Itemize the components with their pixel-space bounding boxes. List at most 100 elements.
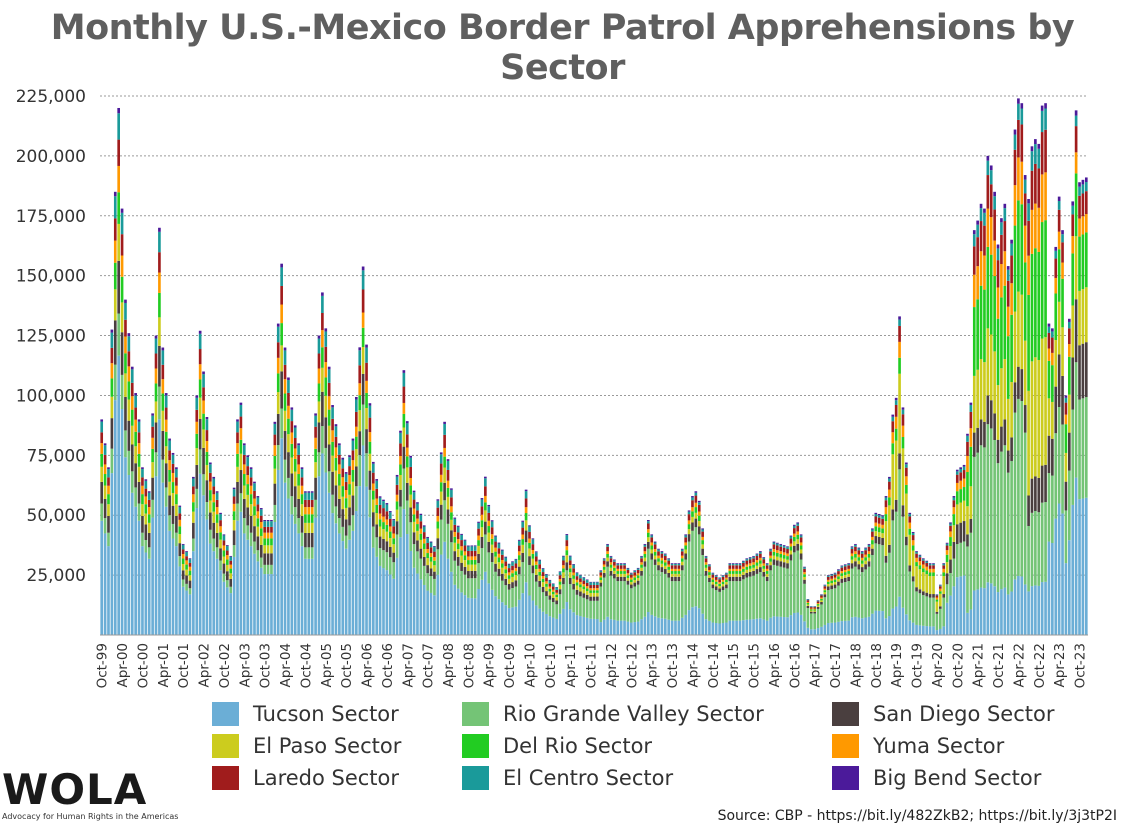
bar-segment-tucson-sector [619, 620, 623, 635]
bar-segment-san-diego-sector [378, 536, 382, 549]
bar-segment-rio-grande-valley-sector [1054, 433, 1058, 519]
bar-segment-big-bend-sector [405, 421, 409, 424]
bar-segment-tucson-sector [212, 551, 216, 635]
bar-segment-del-rio-sector [568, 568, 572, 573]
bar-segment-big-bend-sector [331, 405, 334, 408]
bar-segment-del-rio-sector [395, 501, 399, 510]
bar-segment-yuma-sector [962, 478, 966, 488]
bar-segment-el-centro-sector [371, 463, 375, 473]
x-tick-label: Oct-09 [502, 643, 518, 688]
bar-segment-del-rio-sector [443, 456, 446, 468]
legend-item: El Paso Sector [212, 732, 401, 760]
bar-segment-san-diego-sector [1006, 450, 1010, 473]
bar-segment-big-bend-sector [215, 491, 219, 493]
bar-segment-big-bend-sector [548, 579, 552, 581]
bar-segment-el-paso-sector [127, 399, 131, 421]
bar-segment-tucson-sector [541, 611, 545, 635]
bar-segment-tucson-sector [945, 602, 949, 635]
bar-segment-rio-grande-valley-sector [630, 588, 633, 623]
bar-segment-tucson-sector [127, 475, 131, 635]
bar-segment-el-centro-sector [147, 492, 151, 500]
bar-segment-tucson-sector [147, 558, 151, 635]
bar-segment-laredo-sector [164, 407, 168, 420]
bar-segment-yuma-sector [511, 570, 514, 574]
bar-segment-big-bend-sector [891, 414, 895, 417]
bar-segment-big-bend-sector [714, 575, 718, 576]
bar-segment-big-bend-sector [932, 563, 935, 564]
bar-segment-el-paso-sector [911, 550, 915, 577]
bar-segment-big-bend-sector [911, 531, 915, 534]
bar-segment-rio-grande-valley-sector [1068, 470, 1071, 541]
bar-segment-laredo-sector [463, 545, 467, 552]
bar-segment-laredo-sector [996, 260, 1000, 288]
bar-segment-laredo-sector [776, 545, 779, 551]
bar-segment-laredo-sector [446, 469, 450, 481]
bar-segment-rio-grande-valley-sector [918, 593, 922, 626]
bar-segment-del-rio-sector [759, 560, 762, 564]
bar-segment-tucson-sector [565, 602, 569, 635]
bar-segment-laredo-sector [721, 576, 725, 580]
bar-segment-del-rio-sector [137, 453, 141, 467]
bar-segment-rio-grande-valley-sector [592, 600, 596, 619]
bar-segment-big-bend-sector [321, 292, 324, 296]
bar-segment-del-rio-sector [446, 487, 450, 497]
bar-segment-el-paso-sector [113, 289, 117, 321]
x-tick-label: Oct-10 [543, 643, 559, 688]
bar-segment-tucson-sector [168, 530, 171, 635]
bar-segment-el-centro-sector [1040, 110, 1044, 133]
bar-segment-el-centro-sector [575, 573, 579, 577]
bar-segment-tucson-sector [575, 615, 579, 635]
bar-segment-el-centro-sector [565, 535, 569, 541]
bar-segment-del-rio-sector [416, 524, 419, 531]
bar-segment-el-paso-sector [270, 545, 273, 554]
bar-segment-big-bend-sector [477, 521, 480, 523]
bar-segment-big-bend-sector [602, 558, 606, 560]
bar-segment-el-centro-sector [141, 468, 144, 478]
bar-segment-laredo-sector [803, 568, 806, 573]
bar-segment-el-centro-sector [745, 559, 749, 561]
bar-segment-tucson-sector [877, 610, 881, 635]
bar-segment-del-rio-sector [769, 558, 772, 562]
bar-segment-del-rio-sector [718, 583, 721, 587]
bar-segment-san-diego-sector [820, 602, 823, 605]
bar-segment-yuma-sector [891, 432, 895, 444]
bar-segment-big-bend-sector [680, 548, 684, 550]
bar-segment-san-diego-sector [178, 543, 182, 557]
bar-segment-tucson-sector [840, 621, 844, 635]
bar-segment-san-diego-sector [151, 477, 154, 500]
bar-segment-san-diego-sector [181, 570, 185, 580]
bar-segment-el-centro-sector [850, 547, 854, 550]
bar-segment-yuma-sector [287, 405, 290, 419]
bar-segment-el-centro-sector [823, 585, 827, 587]
bar-segment-el-centro-sector [107, 468, 110, 478]
bar-segment-big-bend-sector [708, 564, 711, 566]
bar-segment-rio-grande-valley-sector [531, 573, 535, 601]
bar-segment-yuma-sector [714, 579, 718, 582]
bar-segment-big-bend-sector [725, 572, 728, 574]
bar-segment-san-diego-sector [572, 583, 575, 590]
legend-label: El Centro Sector [503, 766, 674, 790]
bar-segment-tucson-sector [864, 617, 867, 635]
bar-segment-yuma-sector [677, 568, 681, 572]
bar-segment-laredo-sector [704, 558, 708, 563]
bar-segment-yuma-sector [541, 576, 545, 579]
bar-segment-el-centro-sector [1020, 108, 1024, 125]
bar-segment-laredo-sector [521, 527, 525, 535]
bar-segment-san-diego-sector [735, 576, 738, 582]
bar-segment-laredo-sector [630, 574, 633, 578]
bar-segment-san-diego-sector [938, 606, 942, 609]
bar-segment-laredo-sector [137, 432, 141, 444]
bar-segment-rio-grande-valley-sector [640, 575, 643, 620]
bar-segment-yuma-sector [555, 592, 558, 595]
bar-segment-rio-grande-valley-sector [511, 588, 514, 608]
bar-segment-san-diego-sector [375, 524, 379, 538]
bar-segment-tucson-sector [181, 586, 185, 635]
bar-segment-san-diego-sector [317, 422, 321, 453]
bar-segment-yuma-sector [949, 531, 952, 538]
bar-segment-rio-grande-valley-sector [273, 504, 277, 523]
bar-segment-el-paso-sector [263, 545, 266, 554]
bar-segment-rio-grande-valley-sector [830, 589, 833, 623]
bar-segment-tucson-sector [202, 495, 205, 635]
bar-segment-big-bend-sector [623, 563, 626, 564]
bar-segment-rio-grande-valley-sector [955, 544, 959, 578]
